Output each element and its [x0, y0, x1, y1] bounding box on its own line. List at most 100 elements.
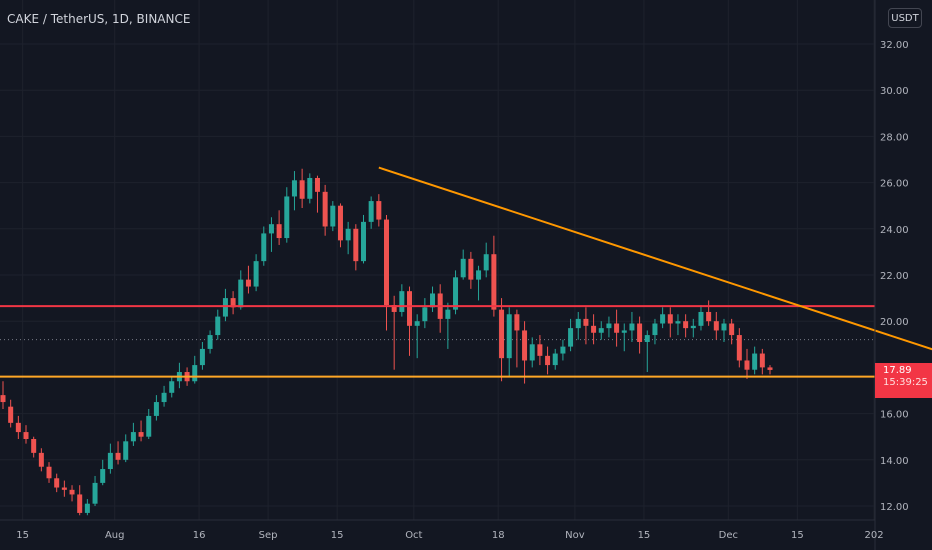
time-tick-label: 202	[864, 530, 883, 541]
candle-body	[0, 395, 6, 403]
candle-body	[130, 432, 136, 442]
candle-body	[683, 321, 689, 329]
candle-body	[123, 441, 129, 460]
candle-body	[238, 279, 244, 308]
last-price-tag: 17.89 15:39:25	[875, 362, 932, 398]
last-price-value: 17.89	[883, 364, 912, 376]
candle-body	[222, 298, 228, 317]
candle-body	[652, 323, 658, 336]
candle-body	[353, 228, 359, 262]
candle-body	[161, 392, 167, 403]
candle-body	[414, 321, 420, 326]
price-tick-label: 24.00	[880, 225, 909, 236]
candle-body	[491, 254, 497, 310]
candle-body	[591, 325, 597, 333]
price-axis[interactable]: 32.00 30.00 28.00 26.00 24.00 22.00 20.00 16.00…	[880, 40, 909, 513]
candle-body	[77, 494, 83, 513]
candle-body	[330, 205, 336, 227]
candle-body	[629, 323, 635, 331]
candle-body	[675, 321, 681, 324]
descending-trendline	[378, 166, 932, 351]
time-axis[interactable]: 15 Aug 16 Sep 15 Oct 18 Nov 15 Dec 15 202	[16, 530, 883, 541]
candle-body	[391, 305, 397, 312]
candle-body	[713, 321, 719, 331]
candle-body	[299, 180, 305, 199]
time-tick-label: 18	[492, 530, 505, 541]
time-tick-label: Nov	[565, 530, 585, 541]
time-tick-label: Dec	[719, 530, 738, 541]
candle-body	[61, 487, 67, 490]
candle-body	[345, 228, 351, 241]
candle-body	[291, 180, 297, 197]
candle-body	[476, 270, 482, 280]
candle-body	[100, 469, 106, 483]
candle-body	[667, 314, 673, 324]
candle-body	[337, 205, 343, 241]
candle-body	[314, 177, 320, 192]
candle-body	[698, 311, 704, 326]
candle-body	[23, 432, 29, 440]
candle-body	[115, 452, 121, 460]
candle-body	[92, 482, 98, 504]
candle-body	[445, 309, 451, 319]
candle-body	[215, 316, 221, 336]
candle-body	[767, 367, 773, 370]
price-tick-label: 16.00	[880, 410, 909, 421]
candle-body	[284, 196, 290, 239]
candle-body	[360, 221, 366, 262]
candle-body	[706, 311, 712, 322]
price-tick-label: 14.00	[880, 456, 909, 467]
candle-body	[552, 353, 558, 366]
candle-body	[583, 318, 589, 326]
drawings	[0, 166, 932, 378]
candle-body	[261, 233, 267, 262]
candle-body	[230, 298, 236, 308]
candle-body	[46, 466, 52, 479]
candle-body	[146, 415, 152, 437]
candle-body	[598, 328, 604, 333]
candle-body	[169, 381, 175, 393]
candle-body	[522, 330, 528, 361]
candle-body	[69, 489, 75, 495]
candle-body	[199, 348, 205, 366]
candle-body	[545, 355, 551, 366]
candle-body	[84, 503, 90, 513]
candle-body	[407, 291, 413, 326]
candle-body	[253, 261, 259, 287]
candle-body	[729, 323, 735, 336]
candle-body	[483, 254, 489, 271]
candle-body	[8, 406, 14, 423]
price-tick-label: 28.00	[880, 132, 909, 143]
candle-body	[468, 258, 474, 280]
candle-body	[759, 353, 765, 368]
time-tick-label: Aug	[105, 530, 125, 541]
candle-body	[637, 323, 643, 342]
candle-body	[721, 323, 727, 331]
symbol-title: CAKE / TetherUS, 1D, BINANCE	[7, 12, 191, 26]
candle-body	[453, 277, 459, 310]
candle-body	[736, 335, 742, 361]
time-tick-label: Oct	[405, 530, 422, 541]
time-tick-label: 15	[638, 530, 651, 541]
candle-body	[153, 402, 159, 416]
candle-body	[422, 307, 428, 322]
candle-body	[268, 224, 274, 234]
candle-body	[529, 344, 535, 361]
candle-body	[614, 323, 620, 333]
price-tick-label: 26.00	[880, 179, 909, 190]
candle-body	[690, 325, 696, 329]
candles	[0, 168, 773, 516]
candle-body	[660, 314, 666, 324]
currency-button[interactable]: USDT	[888, 8, 922, 28]
candle-body	[376, 201, 382, 220]
candle-body	[368, 201, 374, 222]
candle-body	[744, 360, 750, 370]
candle-body	[606, 323, 612, 329]
candle-body	[752, 353, 758, 370]
price-tick-label: 20.00	[880, 317, 909, 328]
grid	[0, 0, 875, 520]
candle-body	[460, 258, 466, 278]
candle-body	[15, 422, 21, 433]
candle-body	[138, 432, 144, 437]
